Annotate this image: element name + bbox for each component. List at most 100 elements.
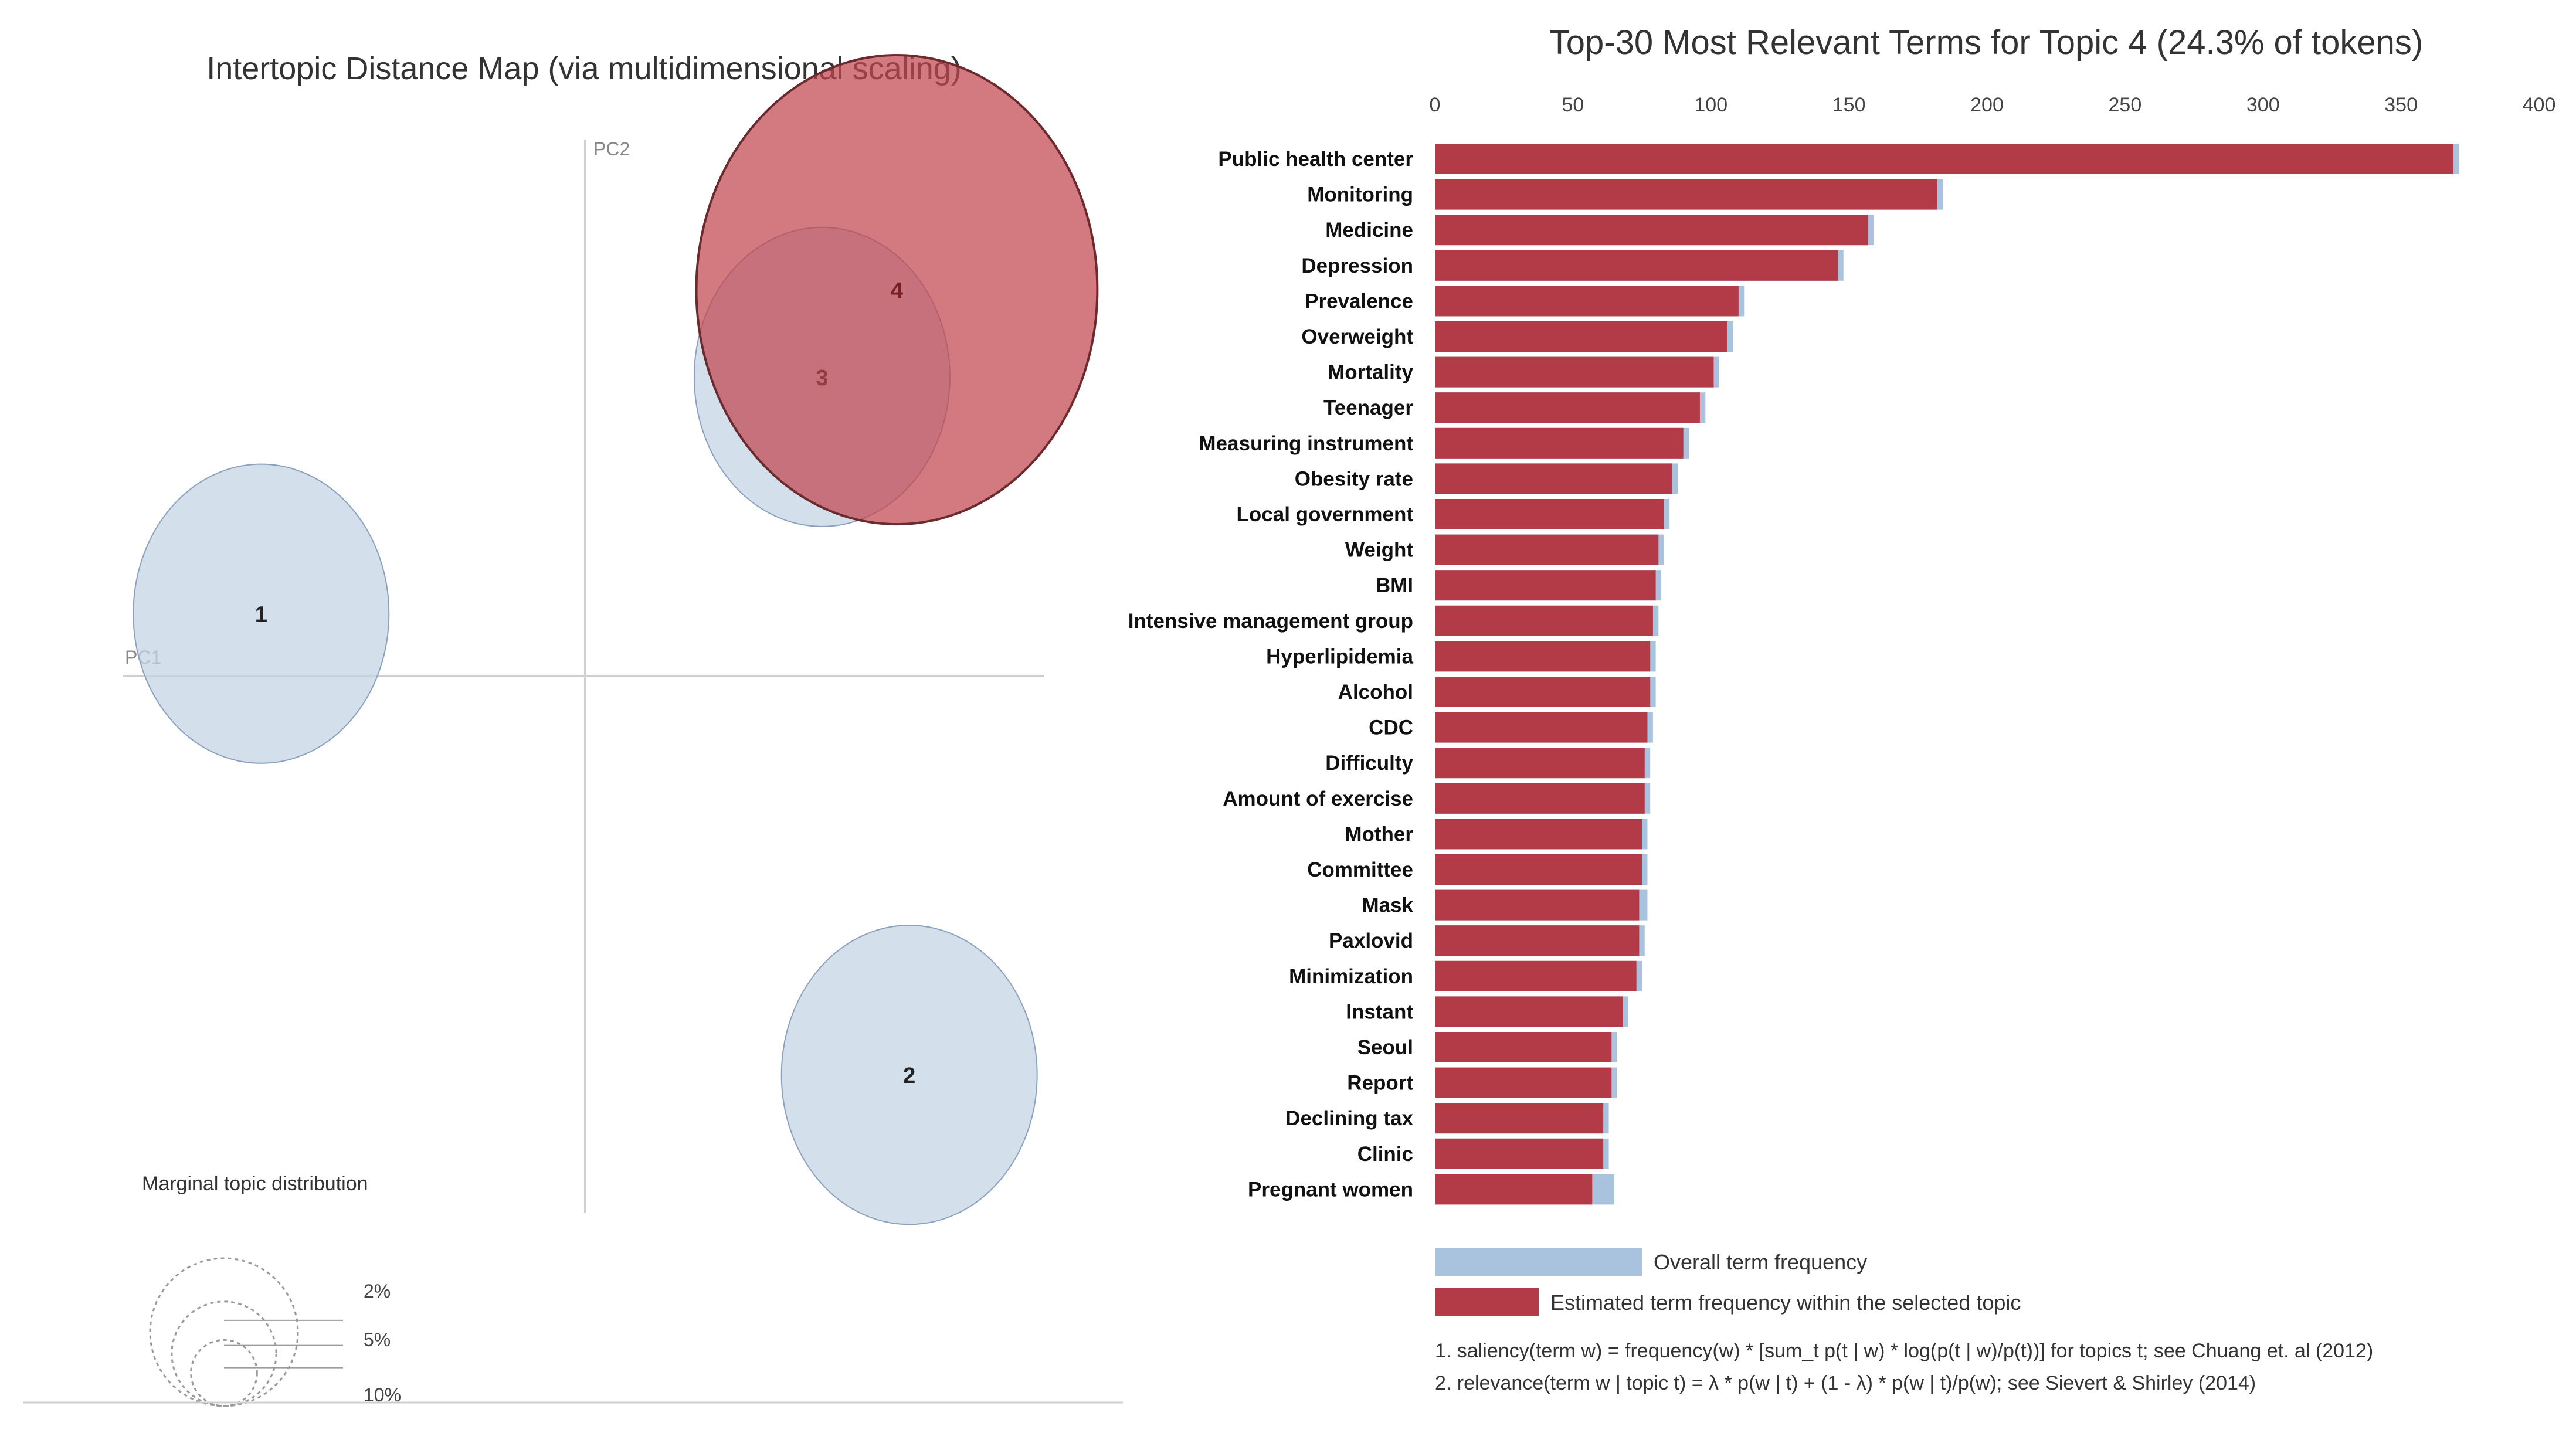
topic-4: 4 [695,53,1099,526]
marginal-topic-legend: Marginal topic distribution 2%5%10% [142,1173,401,1407]
topic-circle-4 [695,53,1099,526]
term-label: Seoul [1357,1036,1413,1059]
term-row: Hyperlipidemia [1266,641,1656,672]
term-label: Mother [1345,823,1413,845]
bar-topic-frequency [1435,641,1651,672]
bar-topic-frequency [1435,854,1642,885]
term-label: Report [1347,1072,1413,1095]
bar-topic-frequency [1435,499,1664,529]
term-row: Obesity rate [1295,463,1678,494]
legend-ring-10 [149,1257,299,1407]
term-label: Teenager [1323,396,1413,419]
x-tick-150: 150 [1832,94,1866,116]
term-label: Alcohol [1338,681,1413,704]
bar-topic-frequency [1435,712,1648,743]
bar-topic-frequency [1435,1103,1604,1134]
term-label: Amount of exercise [1223,787,1413,810]
bar-topic-frequency [1435,286,1739,317]
topic-label-2: 2 [903,1064,915,1088]
term-row: Teenager [1323,392,1706,423]
legend-topic-swatch [1435,1288,1539,1316]
term-label: Local government [1237,503,1414,526]
topic-2: 2 [780,925,1038,1225]
term-row: Mother [1345,819,1648,850]
x-tick-400: 400 [2523,94,2556,116]
term-row: Committee [1307,854,1648,885]
bar-topic-frequency [1435,1138,1604,1169]
term-row: Alcohol [1338,677,1656,707]
term-label: Measuring instrument [1199,432,1413,455]
bar-topic-frequency [1435,1067,1612,1098]
term-row: Difficulty [1325,748,1651,779]
term-row: CDC [1369,712,1653,743]
bar-topic-frequency [1435,748,1645,779]
term-row: Depression [1301,250,1844,281]
x-tick-250: 250 [2109,94,2142,116]
term-bars: Public health center Monitoring Medicine De… [1128,144,2459,1205]
legend-rings: 2%5%10% [149,1257,401,1407]
legend-title: Marginal topic distribution [142,1173,368,1195]
term-label: Hyperlipidemia [1266,645,1413,668]
legend-topic-label: Estimated term frequency within the sele… [1550,1291,2021,1315]
term-row: Measuring instrument [1199,427,1689,459]
term-label: Instant [1346,1000,1413,1023]
bar-topic-frequency [1435,925,1640,956]
bar-legend: Overall term frequency Estimated term fr… [1435,1248,2021,1316]
bar-topic-frequency [1435,960,1637,991]
x-tick-200: 200 [1970,94,2004,116]
term-row: Pregnant women [1248,1174,1614,1205]
term-row: Declining tax [1285,1103,1609,1134]
term-label: Minimization [1289,965,1413,988]
x-axis-ticks: 0 50 100 150 200 250 300 350 400 [1430,94,2556,116]
footnote-relevance: 2. relevance(term w | topic t) = λ * p(w… [1435,1372,2256,1394]
term-label: Monitoring [1307,184,1413,206]
term-label: Prevalence [1305,290,1413,313]
term-row: Paxlovid [1329,925,1645,956]
term-row: Local government [1237,499,1670,529]
term-row: BMI [1376,570,1662,601]
topic-1: 1 [133,463,390,764]
term-row: Seoul [1357,1032,1617,1062]
term-label: BMI [1376,574,1413,597]
legend-ring-label-2: 2% [364,1281,391,1302]
bar-topic-frequency [1435,179,1937,210]
legend-overall-label: Overall term frequency [1654,1250,1867,1274]
bar-topic-frequency [1435,783,1645,814]
bar-chart-title: Top-30 Most Relevant Terms for Topic 4 (… [1549,23,2423,62]
term-row: Amount of exercise [1223,783,1651,814]
bar-topic-frequency [1435,996,1623,1027]
pc2-axis-label: PC2 [593,138,630,159]
term-row: Clinic [1357,1138,1609,1169]
term-label: Declining tax [1285,1107,1413,1130]
term-label: Clinic [1357,1143,1413,1166]
bar-topic-frequency [1435,677,1651,707]
term-label: Mortality [1328,361,1413,384]
legend-ring-2 [190,1339,258,1407]
topic-label-1: 1 [255,603,267,627]
bar-topic-frequency [1435,392,1700,423]
bar-topic-frequency [1435,819,1642,850]
bar-topic-frequency [1435,1032,1612,1062]
bar-topic-frequency [1435,215,1869,246]
bar-topic-frequency [1435,321,1727,352]
term-row: Overweight [1301,321,1733,352]
bar-topic-frequency [1435,605,1653,636]
bar-topic-frequency [1435,889,1640,921]
x-tick-100: 100 [1694,94,1727,116]
term-row: Minimization [1289,960,1642,991]
term-row: Mask [1362,889,1648,921]
legend-ring-5 [171,1300,277,1407]
term-label: Difficulty [1325,752,1413,775]
term-label: Public health center [1218,148,1413,171]
term-label: Committee [1307,858,1413,881]
x-tick-350: 350 [2384,94,2418,116]
term-row: Mortality [1328,356,1719,388]
x-tick-0: 0 [1430,94,1441,116]
term-label: Depression [1301,254,1413,277]
topic-circle-1 [133,463,390,764]
footnote-saliency: 1. saliency(term w) = frequency(w) * [su… [1435,1340,2373,1362]
term-label: Medicine [1325,219,1413,242]
legend-overall-swatch [1435,1248,1642,1276]
bar-topic-frequency [1435,463,1672,494]
